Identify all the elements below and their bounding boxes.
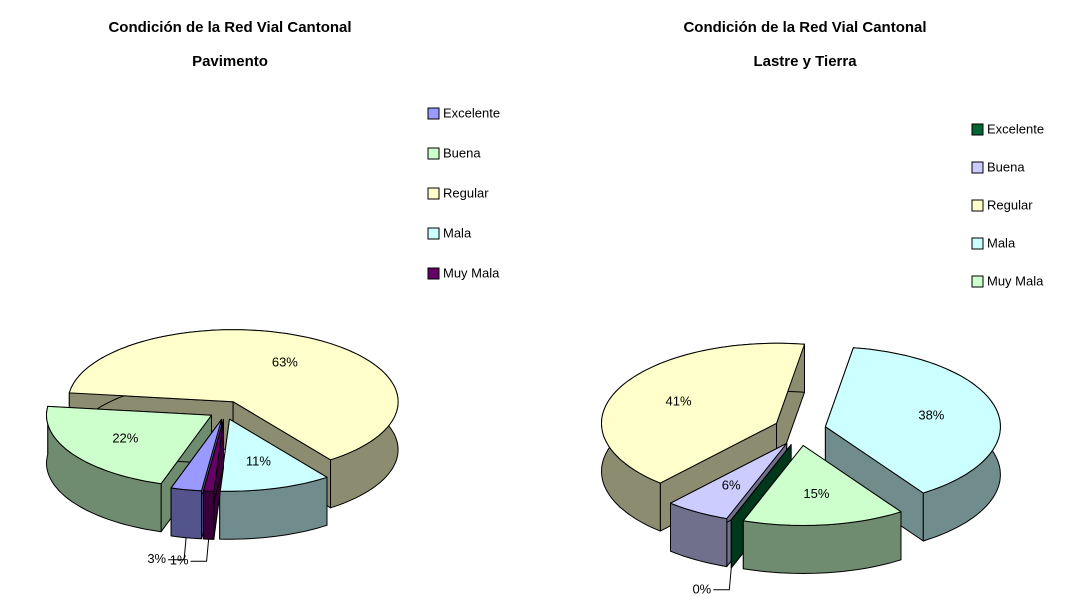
legend-label: Buena (987, 159, 1025, 174)
slice-top (824, 347, 1001, 494)
slice-top (601, 342, 805, 484)
legend-label: Regular (987, 197, 1033, 212)
leader-line (713, 567, 732, 591)
pie-slice (742, 445, 902, 574)
legend-label: Muy Mala (443, 265, 500, 280)
data-label: 63% (272, 355, 298, 370)
pie-slice (202, 419, 224, 540)
leader-line (190, 539, 210, 562)
data-label: 41% (665, 393, 691, 408)
slice-top (730, 444, 792, 521)
data-label: 38% (918, 407, 944, 422)
data-label: 22% (112, 431, 138, 446)
data-label: 11% (246, 453, 271, 468)
slice-top (742, 445, 902, 526)
chart-title: Condición de la Red Vial Cantonal (108, 19, 351, 36)
data-label: 15% (803, 486, 829, 501)
slice-top (219, 418, 328, 492)
slice-top (46, 405, 212, 485)
legend-swatch (427, 147, 440, 160)
pie-slice (824, 347, 1001, 542)
slice-top (170, 418, 223, 492)
legend-swatch (427, 227, 440, 240)
data-label: 6% (722, 477, 741, 492)
legend-swatch (427, 107, 440, 120)
legend-swatch (971, 199, 984, 212)
legend-label: Mala (443, 225, 472, 240)
legend-label: Excelente (987, 121, 1044, 136)
legend-swatch (971, 123, 984, 136)
legend-swatch (427, 187, 440, 200)
leader-line (168, 537, 187, 561)
slice-outer-wall (170, 487, 202, 540)
data-label: 0% (692, 581, 711, 596)
legend-swatch (971, 237, 984, 250)
slice-top (202, 419, 224, 492)
slice-top (68, 329, 399, 461)
pie-slice (601, 342, 805, 532)
legend-swatch (427, 267, 440, 280)
chart-subtitle: Pavimento (192, 53, 268, 70)
legend-swatch (971, 275, 984, 288)
legend-label: Mala (987, 235, 1016, 250)
chart-subtitle: Lastre y Tierra (753, 53, 857, 70)
slice-outer-wall (202, 490, 215, 540)
legend-label: Buena (443, 145, 481, 160)
legend-label: Muy Mala (987, 273, 1044, 288)
data-label: 3% (147, 551, 166, 566)
data-label: 1% (170, 553, 189, 568)
slice-top (670, 442, 788, 520)
pie-slice (219, 418, 328, 540)
legend-swatch (971, 161, 984, 174)
chart-title: Condición de la Red Vial Cantonal (683, 19, 926, 36)
legend-label: Regular (443, 185, 489, 200)
legend-label: Excelente (443, 105, 500, 120)
